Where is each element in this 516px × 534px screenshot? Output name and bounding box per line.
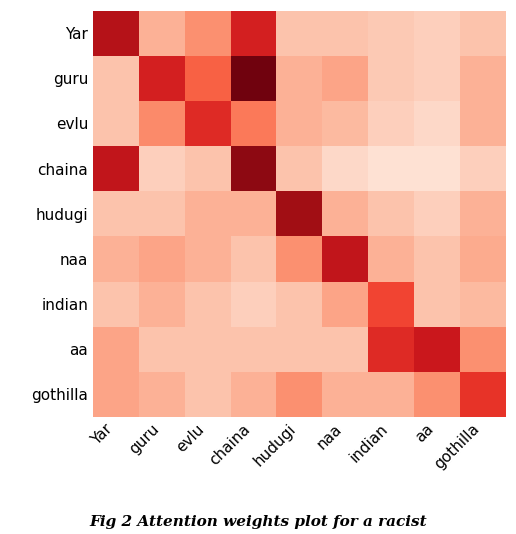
Text: Fig 2 Attention weights plot for a racist: Fig 2 Attention weights plot for a racis… <box>89 515 427 529</box>
